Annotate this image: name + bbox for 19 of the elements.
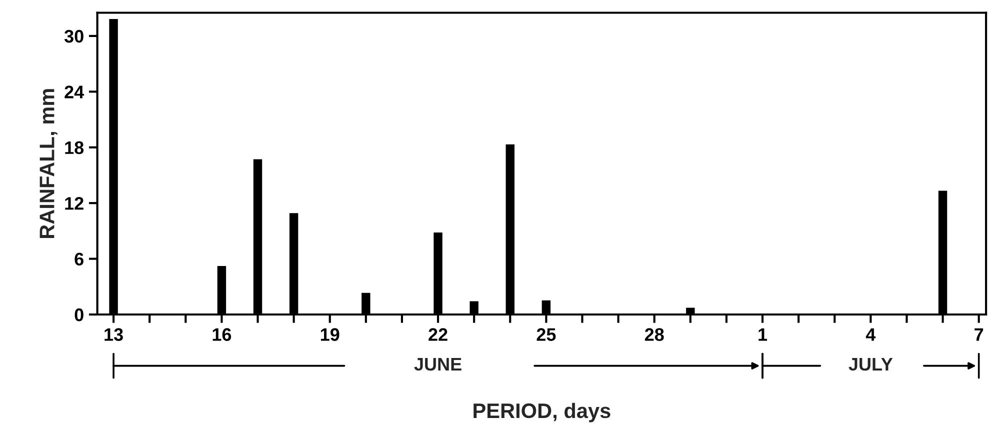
x-tick-label: 16 — [212, 328, 232, 341]
y-tick-label: 24 — [64, 86, 84, 98]
text: JUNE — [414, 358, 462, 371]
x-tick-label: 28 — [644, 328, 664, 341]
x-axis-title: PERIOD, days — [474, 402, 610, 422]
y-axis-title: RAINFALL, mm — [40, 89, 58, 238]
x-tick-label: 7 — [974, 328, 984, 341]
y-tick-label: 12 — [65, 197, 84, 210]
x-tick-label: 25 — [536, 328, 556, 341]
y-tick-label: 18 — [65, 141, 84, 154]
x-tick-label: 1 — [758, 328, 768, 341]
x-tick-label: 19 — [320, 328, 340, 341]
x-tick-label: 13 — [104, 328, 123, 341]
y-tick-label: 6 — [74, 252, 84, 266]
text: JULY — [848, 358, 893, 371]
y-tick-label: 0 — [74, 308, 84, 322]
x-tick-label: 4 — [866, 328, 876, 341]
y-tick-label: 30 — [64, 30, 84, 43]
x-tick-label: 22 — [428, 328, 448, 341]
